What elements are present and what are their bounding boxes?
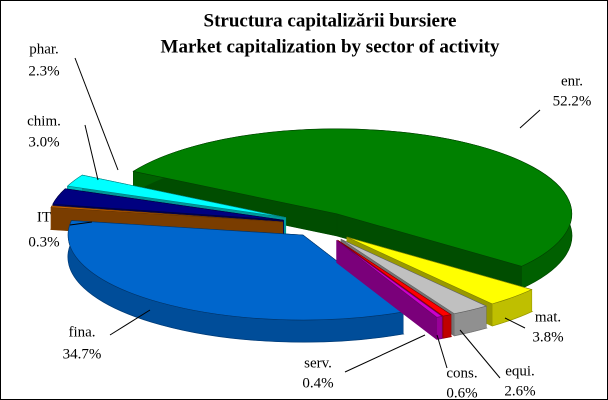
slice-label: fina. [68,324,95,340]
slice-wall [50,205,53,230]
leader-line [436,334,448,369]
leader-line [519,109,541,129]
chart-title: Structura capitalizării bursiere [204,10,457,31]
leader-line [69,221,93,226]
slice-group [336,239,444,340]
slice [50,205,283,223]
slice [52,188,284,221]
slice [340,238,488,315]
leader-line [84,124,99,181]
slice-group [67,220,405,343]
slice-value: 3.0% [28,134,59,150]
slice-wall [442,314,452,339]
slice [66,174,286,218]
leader-line [504,317,526,329]
slice-value: 0.3% [28,234,59,250]
leader-line [74,57,119,171]
chart-subtitle: Market capitalization by sector of activ… [161,36,500,57]
slice-label: cons. [446,365,477,381]
slice [132,128,573,267]
slice-label: equi. [505,363,535,379]
slice-label: IT [37,209,51,225]
slice-value: 34.7% [63,346,102,362]
slice-label: serv. [304,355,332,371]
leader-line [344,334,426,373]
slice [346,236,533,305]
slice-value: 2.3% [28,63,59,79]
slice-label: phar. [29,41,59,57]
slice [67,220,404,321]
slice-label: mat. [535,309,561,325]
slice-group [131,128,573,289]
slice [336,240,443,318]
slice-value: 2.6% [504,383,535,399]
leader-line [459,329,501,379]
slice-value: 3.8% [532,329,563,345]
slice [337,239,452,317]
slice-label: enr. [561,73,583,89]
slice-label: chim. [27,113,61,129]
slice-value: 0.6% [446,385,477,400]
slice-value: 0.4% [302,375,333,391]
slice-value: 52.2% [553,93,592,109]
leader-line [109,309,151,336]
